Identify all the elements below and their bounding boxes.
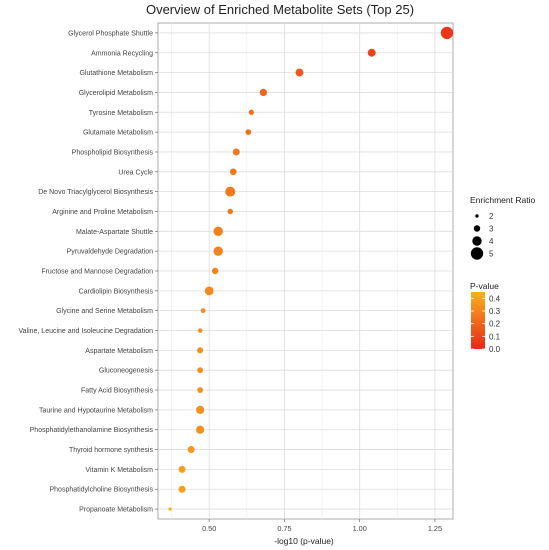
y-tick-label: Phosphatidylethanolamine Biosynthesis — [30, 427, 154, 434]
data-point — [245, 129, 252, 136]
data-point — [200, 308, 206, 314]
x-axis-label: -log10 (p-value) — [274, 536, 334, 546]
x-tick-label: 0.50 — [202, 524, 216, 533]
size-legend-label: 3 — [489, 225, 494, 234]
y-tick-label: De Novo Triacylglycerol Biosynthesis — [38, 189, 153, 196]
size-legend-label: 4 — [489, 237, 494, 246]
y-tick-label: Pyruvaldehyde Degradation — [67, 249, 153, 256]
data-point — [178, 465, 186, 473]
data-point — [225, 186, 236, 197]
y-tick-label: Glutathione Metabolism — [79, 70, 153, 77]
y-tick-label: Malate-Aspartate Shuttle — [76, 229, 153, 236]
data-point — [197, 387, 204, 393]
data-point — [178, 485, 186, 493]
data-point — [440, 26, 454, 40]
color-legend-title: P-value — [470, 281, 499, 291]
colorbar-label: 0.2 — [489, 320, 501, 329]
colorbar-label: 0.0 — [489, 345, 501, 354]
colorbar-label: 0.1 — [489, 332, 501, 341]
x-tick-label: 1.25 — [428, 524, 442, 533]
data-point — [213, 246, 223, 256]
size-legend-dot — [473, 225, 481, 232]
size-legend-label: 2 — [489, 212, 494, 221]
y-tick-label: Valine, Leucine and Isoleucine Degradati… — [18, 328, 153, 335]
data-point — [295, 68, 304, 77]
y-tick-label: Taurine and Hypotaurine Metabolism — [39, 407, 153, 414]
data-point — [196, 425, 205, 434]
y-tick-label: Phosphatidylcholine Biosynthesis — [49, 487, 153, 494]
y-tick-label: Cardiolipin Biosynthesis — [79, 288, 154, 295]
size-legend-title: Enrichment Ratio — [470, 195, 535, 205]
y-tick-label: Glycerol Phosphate Shuttle — [68, 30, 153, 37]
size-legend-dot — [470, 247, 484, 260]
x-tick-label: 0.75 — [277, 524, 291, 533]
data-point — [168, 507, 172, 511]
data-point — [197, 347, 204, 354]
y-tick-label: Ammonia Recycling — [91, 50, 153, 57]
size-legend-label: 5 — [489, 250, 494, 259]
data-point — [367, 48, 376, 57]
y-tick-label: Vitamin K Metabolism — [85, 467, 153, 474]
data-point — [259, 88, 268, 97]
y-tick-label: Gluconeogenesis — [99, 368, 154, 375]
y-tick-label: Propanoate Metabolism — [79, 507, 153, 514]
y-tick-label: Thyroid hormone synthesis — [69, 447, 154, 454]
size-legend-dot — [475, 214, 479, 218]
y-tick-label: Aspartate Metabolism — [85, 348, 153, 355]
data-point — [197, 328, 203, 333]
data-point — [232, 148, 240, 156]
data-point — [229, 168, 237, 176]
y-tick-label: Fructose and Mannose Degradation — [41, 269, 153, 276]
size-legend-dot — [472, 236, 482, 246]
data-point — [204, 286, 214, 296]
y-tick-label: Glycerolipid Metabolism — [79, 90, 153, 97]
data-point — [227, 208, 233, 215]
colorbar-label: 0.3 — [489, 307, 501, 316]
x-tick-label: 1.00 — [353, 524, 367, 533]
chart-title: Overview of Enriched Metabolite Sets (To… — [146, 2, 414, 17]
data-point — [213, 226, 223, 237]
data-point — [197, 367, 204, 374]
y-tick-label: Urea Cycle — [118, 169, 153, 176]
legend: Enrichment Ratio P-value 2 3 4 5 0.4 0.3 0.2 0.… — [470, 195, 535, 354]
data-point — [248, 109, 254, 115]
y-tick-label: Glycine and Serine Metabolism — [56, 308, 153, 315]
colorbar-label: 0.4 — [489, 294, 501, 303]
y-tick-label: Glutamate Metabolism — [83, 130, 153, 137]
data-point — [187, 446, 195, 454]
y-tick-label: Phospholipid Biosynthesis — [72, 149, 154, 156]
y-tick-label: Fatty Acid Biosynthesis — [81, 388, 153, 395]
data-point — [211, 267, 219, 275]
y-tick-label: Tyrosine Metabolism — [89, 110, 153, 117]
pvalue-colorbar — [471, 292, 485, 349]
y-tick-label: Arginine and Proline Metabolism — [52, 209, 153, 216]
data-point — [196, 405, 205, 414]
plot-area: 0.50 0.75 1.00 1.25 Glycerol Phosphate Shutt… — [18, 22, 454, 533]
